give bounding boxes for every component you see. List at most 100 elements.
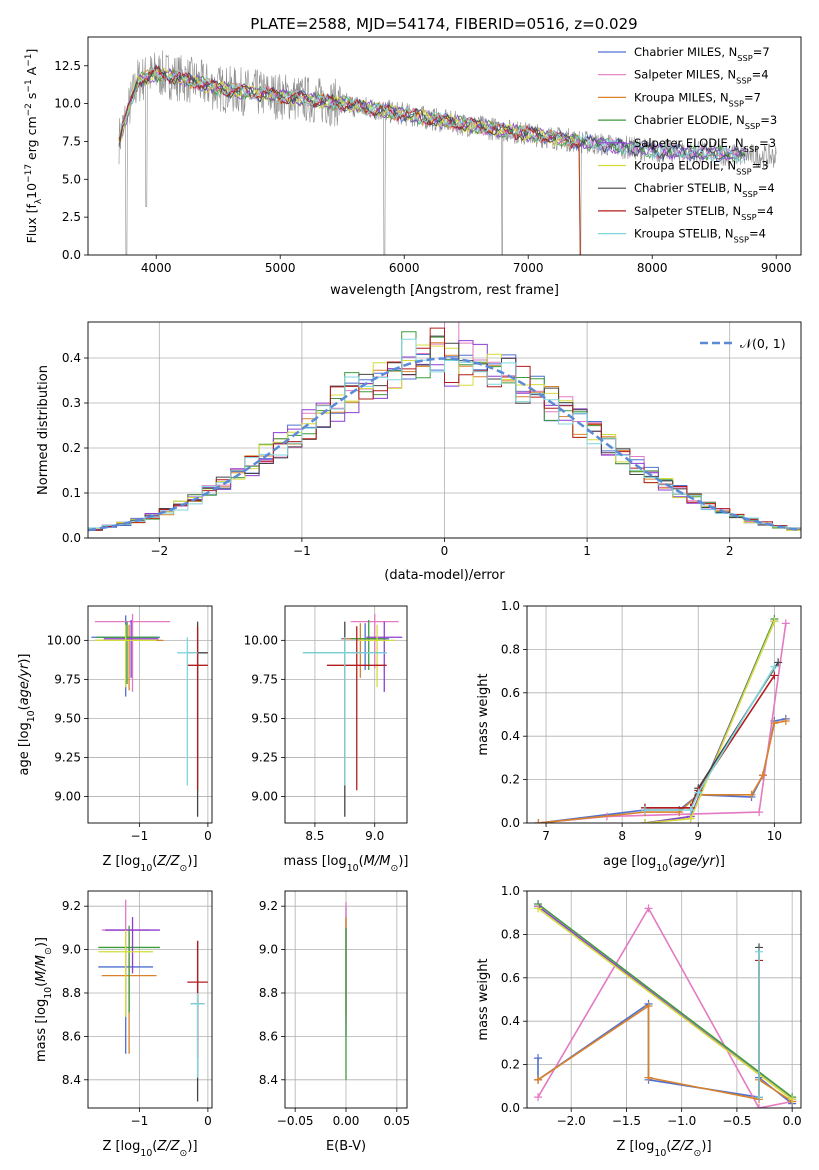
tick-label-x: 0.05 <box>383 1114 410 1128</box>
weight-marker <box>770 719 779 728</box>
tick-label-y: 10.00 <box>47 633 81 647</box>
plot-area <box>98 899 208 1102</box>
tick-label-y: 0.4 <box>501 729 520 743</box>
tick-label-y: 9.2 <box>62 899 81 913</box>
tick-label-y: 0.1 <box>62 486 81 500</box>
tick-label-x: 8.5 <box>305 829 324 843</box>
tick-label-x: 9000 <box>761 261 792 275</box>
weight-marker <box>534 1093 543 1102</box>
tick-label-y: 10.00 <box>244 633 278 647</box>
tick-label-y: 12.5 <box>54 59 81 73</box>
tick-label-y: 0.4 <box>501 1014 520 1028</box>
weight-line <box>538 623 787 823</box>
legend-label: Kroupa STELIB, NSSP=4 <box>634 227 766 245</box>
tick-label-x: 6000 <box>389 261 420 275</box>
plot-area <box>302 613 403 817</box>
weight-marker <box>686 814 695 823</box>
x-axis-label: Z [log10(Z/Z⊙)] <box>616 1139 711 1159</box>
axes-age_vs_Z: −1 0 9.00 9.25 9.50 9.75 10.00 Z [log10(Z/Z⊙)] a… <box>17 605 213 874</box>
weight-line <box>538 720 786 823</box>
spectrum-model-line <box>118 64 582 255</box>
plot-area <box>91 613 208 817</box>
figure-title: PLATE=2588, MJD=54174, FIBERID=0516, z=0… <box>250 15 637 33</box>
legend-label: Salpeter STELIB, NSSP=4 <box>634 204 774 222</box>
tick-label-y: 8.4 <box>259 1073 278 1087</box>
weight-marker <box>644 1002 653 1011</box>
axes-frame <box>87 890 213 1109</box>
axes-frame <box>87 605 213 824</box>
tick-label-y: 0.0 <box>501 816 520 830</box>
gaussian-curve <box>88 357 801 532</box>
weight-marker <box>770 671 779 680</box>
tick-label-x: −1.5 <box>612 1114 641 1128</box>
tick-label-y: 1.0 <box>501 884 520 898</box>
tick-label-y: 9.75 <box>54 672 81 686</box>
tick-label-x: 1 <box>583 544 591 558</box>
plot-area <box>118 50 777 255</box>
y-axis-label: age [log10(age/yr)] <box>17 653 37 775</box>
legend-label: Chabrier MILES, NSSP=7 <box>634 45 770 63</box>
tick-label-y: 8.4 <box>62 1073 81 1087</box>
tick-label-y: 8.8 <box>259 986 278 1000</box>
tick-label-y: 9.00 <box>54 789 81 803</box>
tick-label-x: 7000 <box>513 261 544 275</box>
tick-label-y: 9.2 <box>259 899 278 913</box>
weight-line <box>644 620 776 823</box>
y-axis-label: mass weight <box>476 673 491 755</box>
tick-label-y: 8.6 <box>259 1029 278 1043</box>
axes-frame <box>526 605 802 824</box>
y-axis-label: mass [log10(M/M⊙)] <box>34 937 54 1062</box>
weight-marker <box>755 1104 764 1108</box>
tick-label-y: 0.2 <box>501 773 520 787</box>
legend-label: Kroupa ELODIE, NSSP=3 <box>634 159 769 177</box>
tick-label-x: 4000 <box>141 261 172 275</box>
weight-marker <box>758 771 767 780</box>
tick-label-x: −2 <box>150 544 168 558</box>
weight-line <box>645 674 776 809</box>
plot-area <box>534 900 797 1108</box>
tick-label-y: 0.4 <box>62 351 81 365</box>
weight-marker <box>770 617 779 626</box>
axes-frame <box>284 605 408 824</box>
tick-label-x: 0 <box>441 544 449 558</box>
legend-label: Salpeter ELODIE, NSSP=3 <box>634 136 776 154</box>
weight-line <box>537 1004 793 1103</box>
tick-label-y: 10.0 <box>54 97 81 111</box>
x-axis-label: Z [log10(Z/Z⊙)] <box>102 1139 197 1159</box>
spectrum-model-line <box>118 67 746 163</box>
legend-label: Chabrier STELIB, NSSP=4 <box>634 181 775 199</box>
plot-area <box>88 322 801 533</box>
weight-marker <box>770 662 779 671</box>
weight-marker <box>534 819 543 823</box>
weight-line <box>645 661 779 809</box>
tick-label-x: 8 <box>618 829 626 843</box>
axes-mass_vs_ebv: −0.05 0.00 0.05 8.4 8.6 8.8 9.0 9.2 E(B-V) <box>259 890 410 1154</box>
tick-label-x: −0.05 <box>277 1114 314 1128</box>
weight-marker <box>640 805 649 814</box>
weight-marker <box>781 619 790 628</box>
x-axis-label: age [log10(age/yr)] <box>603 854 725 874</box>
legend-label: 𝒩(0, 1) <box>740 336 786 351</box>
tick-label-y: 0.0 <box>501 1101 520 1115</box>
tick-label-x: 0 <box>204 1114 212 1128</box>
tick-label-y: 8.8 <box>62 986 81 1000</box>
weight-line <box>537 907 793 1100</box>
weight-marker <box>686 805 695 814</box>
weight-line <box>645 666 776 811</box>
tick-label-y: 9.25 <box>251 750 278 764</box>
axes-residuals: −2 −1 0 1 2 0.0 0.1 0.2 0.3 0.4 𝒩(0, 1) (data-model… <box>36 321 802 583</box>
tick-label-y: 5.0 <box>62 172 81 186</box>
weight-line <box>537 906 793 1108</box>
legend: Chabrier MILES, NSSP=7 Salpeter MILES, NS… <box>598 45 777 245</box>
tick-label-x: 7 <box>542 829 550 843</box>
plot-layer: 4000 5000 6000 7000 8000 90000.02.55.07.510.0… <box>17 36 802 1159</box>
tick-label-y: 9.50 <box>251 711 278 725</box>
y-axis-label: Flux [fλ10−17 erg cm−2 s−1 A−1] <box>24 49 44 244</box>
axes-frame <box>87 36 802 256</box>
axes-age_vs_mass: 8.5 9.0 9.00 9.25 9.50 9.75 10.00 mass [log10(M… <box>244 605 408 874</box>
tick-label-y: 0.0 <box>62 531 81 545</box>
legend-label: Salpeter MILES, NSSP=4 <box>634 68 769 86</box>
tick-label-y: 0.3 <box>62 396 81 410</box>
weight-marker <box>774 658 783 667</box>
